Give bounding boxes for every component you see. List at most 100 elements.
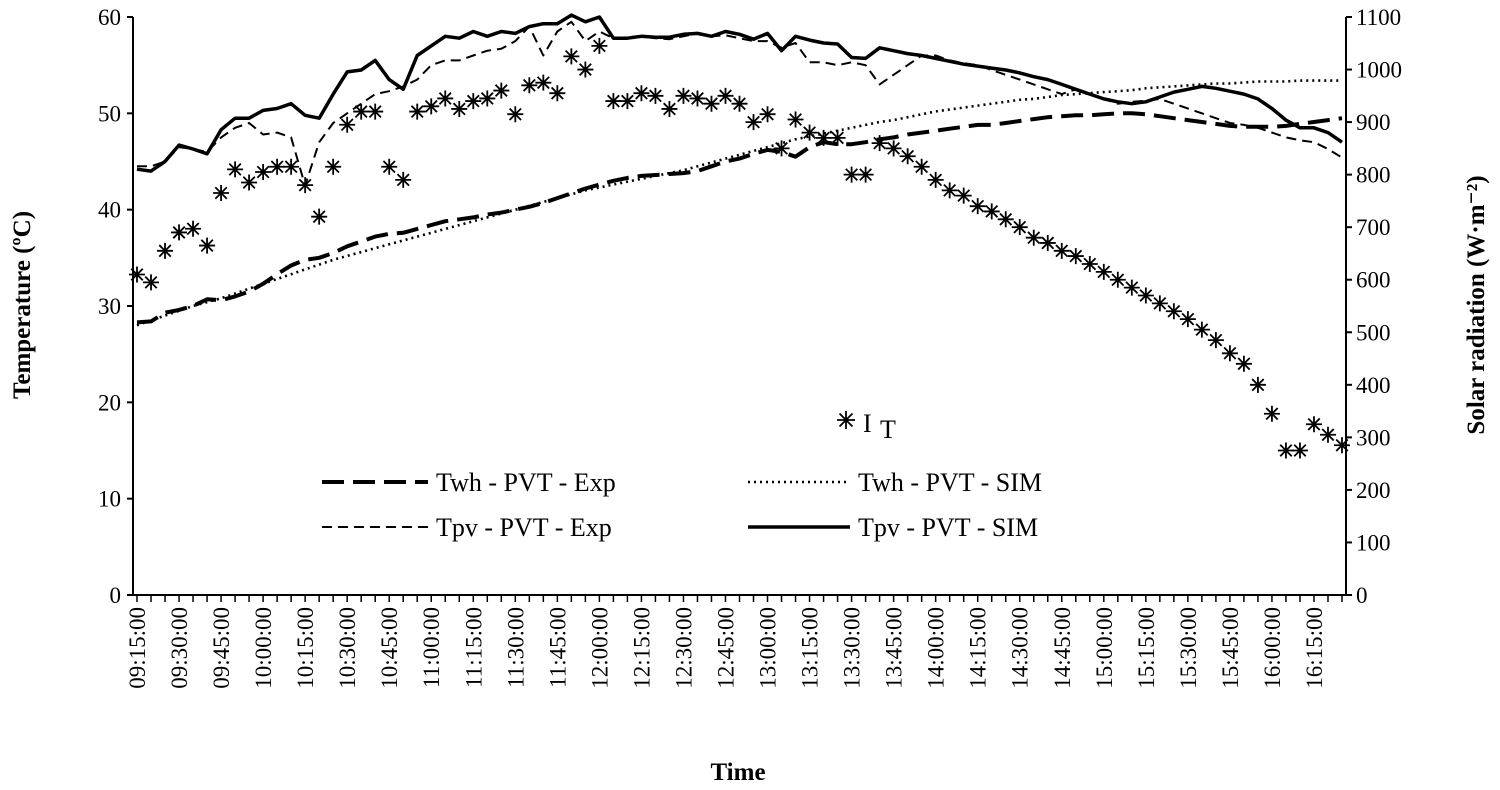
data-point <box>1053 242 1070 259</box>
asterisk-marker-path <box>171 224 188 241</box>
data-point <box>563 48 580 65</box>
x-tick-label: 11:30:00 <box>503 607 528 688</box>
asterisk-marker-path <box>829 129 846 146</box>
data-point <box>829 129 846 146</box>
data-point <box>311 208 328 225</box>
y-right-tick-label: 1000 <box>1356 58 1402 83</box>
data-point <box>437 90 454 107</box>
data-point <box>1249 376 1266 393</box>
asterisk-marker-path <box>479 90 496 107</box>
asterisk-marker-path <box>353 103 370 120</box>
data-point <box>227 161 244 178</box>
data-point <box>241 174 258 191</box>
data-point <box>1165 303 1182 320</box>
asterisk-marker-path <box>1109 271 1126 288</box>
asterisk-marker-path <box>1249 376 1266 393</box>
data-point <box>199 237 216 254</box>
x-tick-label: 09:30:00 <box>167 607 192 689</box>
x-axis-title: Time <box>710 759 765 786</box>
legend-marker-subscript: T <box>880 415 896 444</box>
asterisk-marker-path <box>787 111 804 128</box>
asterisk-marker-path <box>493 82 510 99</box>
asterisk-marker-path <box>521 77 538 94</box>
series-i-t <box>129 37 1350 459</box>
data-point <box>493 82 510 99</box>
series-tpv-pvt-sim-line <box>136 13 1343 173</box>
asterisk-marker-path <box>759 106 776 123</box>
asterisk-marker-path <box>381 158 398 175</box>
data-point <box>1305 416 1322 433</box>
x-tick-label: 13:30:00 <box>840 607 865 689</box>
y-axis-right-title: Solar radiation (W·m⁻²) <box>1463 175 1490 434</box>
asterisk-marker-path <box>535 74 552 91</box>
x-tick-label: 15:30:00 <box>1176 607 1201 689</box>
asterisk-marker-path <box>857 166 874 183</box>
legend-marker-label: I <box>863 409 872 438</box>
asterisk-marker-path <box>269 158 286 175</box>
x-tick-label: 11:00:00 <box>419 607 444 688</box>
data-point <box>717 87 734 104</box>
x-tick-label: 14:30:00 <box>1008 607 1033 689</box>
x-tick-label: 10:30:00 <box>335 607 360 689</box>
asterisk-marker-path <box>1319 426 1336 443</box>
asterisk-marker-path <box>577 61 594 78</box>
data-point <box>1095 263 1112 280</box>
y-right-tick-label: 100 <box>1356 530 1391 555</box>
data-point <box>1235 355 1252 372</box>
y-right-tick-label: 300 <box>1356 425 1391 450</box>
asterisk-marker-path <box>1291 442 1308 459</box>
y-left-tick-label: 30 <box>98 294 121 319</box>
y-left-tick-label: 10 <box>98 487 121 512</box>
asterisk-marker-path <box>437 90 454 107</box>
asterisk-marker-path <box>563 48 580 65</box>
asterisk-marker-path <box>1025 229 1042 246</box>
x-tick-label: 12:15:00 <box>629 607 654 689</box>
data-point <box>969 198 986 215</box>
legend-marker-asterisk <box>837 411 855 429</box>
asterisk-marker-path <box>339 116 356 133</box>
data-point <box>941 182 958 199</box>
data-point <box>689 90 706 107</box>
data-point <box>787 111 804 128</box>
y-left-tick-label: 50 <box>98 101 121 126</box>
data-point <box>871 135 888 152</box>
asterisk-marker-path <box>157 242 174 259</box>
data-point <box>157 242 174 259</box>
axes: 0102030405060010020030040050060070080090… <box>98 5 1402 689</box>
asterisk-marker-path <box>255 164 272 181</box>
asterisk-marker-path <box>423 98 440 115</box>
data-point <box>1011 219 1028 236</box>
asterisk-marker-path <box>1123 279 1140 296</box>
asterisk-marker-path <box>367 103 384 120</box>
data-point <box>451 100 468 117</box>
data-point <box>1039 234 1056 251</box>
asterisk-marker-path <box>927 171 944 188</box>
x-tick-label: 11:45:00 <box>545 607 570 688</box>
asterisk-marker-path <box>283 158 300 175</box>
y-left-tick-label: 40 <box>98 198 121 223</box>
asterisk-marker-path <box>899 148 916 165</box>
asterisk-marker-path <box>773 140 790 157</box>
data-point <box>983 203 1000 220</box>
data-point <box>1025 229 1042 246</box>
data-point <box>1137 287 1154 304</box>
data-point <box>745 114 762 131</box>
asterisk-marker-path <box>591 37 608 54</box>
x-tick-label: 10:45:00 <box>377 607 402 689</box>
asterisk-marker-path <box>717 87 734 104</box>
x-tick-label: 15:15:00 <box>1134 607 1159 689</box>
data-point <box>283 158 300 175</box>
x-tick-label: 14:00:00 <box>924 607 949 689</box>
x-tick-label: 13:45:00 <box>882 607 907 689</box>
asterisk-marker-path <box>297 177 314 194</box>
data-point <box>1179 311 1196 328</box>
data-point <box>171 224 188 241</box>
data-point <box>423 98 440 115</box>
data-point <box>577 61 594 78</box>
asterisk-marker-path <box>801 124 818 141</box>
x-tick-label: 12:45:00 <box>713 607 738 689</box>
data-point <box>955 187 972 204</box>
asterisk-marker-path <box>213 185 230 202</box>
asterisk-marker-path <box>507 106 524 123</box>
x-tick-label: 16:15:00 <box>1302 607 1327 689</box>
